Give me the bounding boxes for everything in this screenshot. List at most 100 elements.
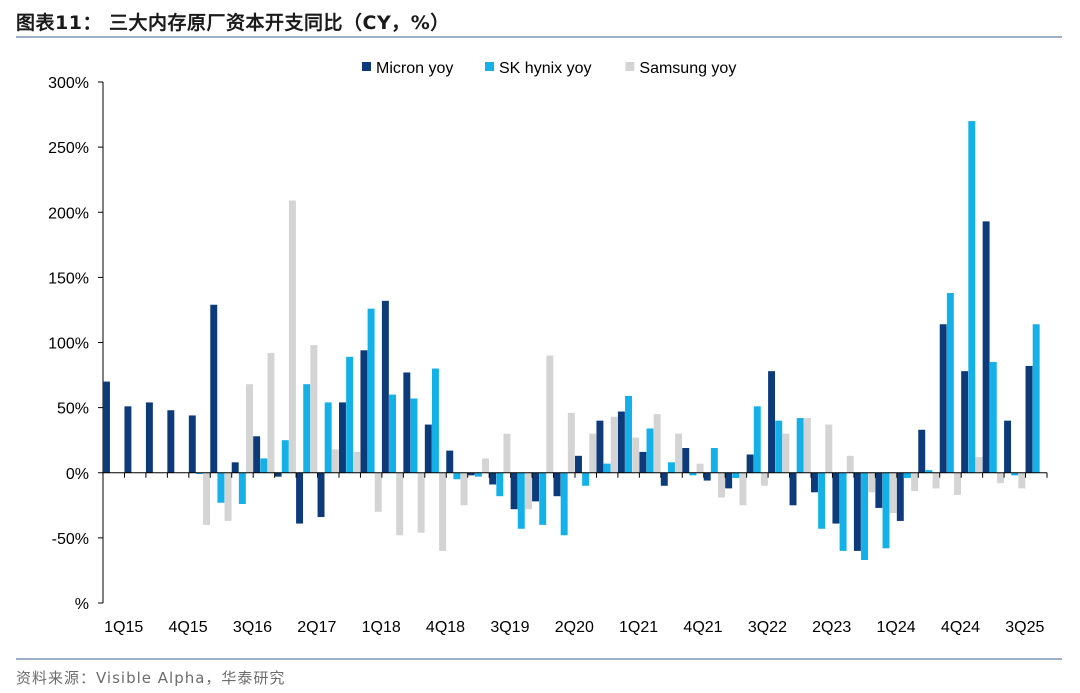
bar-micron-yoy — [682, 448, 690, 473]
bar-samsung-yoy — [653, 414, 661, 473]
figure-title: 图表11： 三大内存原厂资本开支同比（CY，%） — [16, 12, 450, 34]
bar-sk-hynix-yoy — [582, 472, 590, 486]
bar-sk-hynix-yoy — [453, 472, 461, 480]
bar-sk-hynix-yoy — [367, 308, 375, 473]
bar-samsung-yoy — [374, 472, 382, 512]
bar-samsung-yoy — [331, 449, 339, 473]
bar-micron-yoy — [381, 300, 389, 473]
bar-micron-yoy — [446, 450, 454, 473]
x-tick-label: 4Q24 — [941, 619, 980, 636]
bar-micron-yoy — [961, 371, 969, 473]
bar-sk-hynix-yoy — [946, 293, 954, 473]
bar-micron-yoy — [510, 472, 518, 510]
legend-label: Micron yoy — [376, 60, 453, 77]
bar-samsung-yoy — [310, 345, 318, 473]
bar-micron-yoy — [145, 402, 153, 473]
legend-swatch — [485, 62, 494, 71]
source-rule — [16, 658, 1062, 660]
bar-micron-yoy — [124, 406, 132, 473]
bar-sk-hynix-yoy — [560, 472, 568, 536]
bar-micron-yoy — [746, 454, 754, 473]
bar-sk-hynix-yoy — [195, 472, 203, 475]
x-tick-label: 1Q21 — [619, 619, 658, 636]
bar-samsung-yoy — [825, 424, 833, 473]
bar-sk-hynix-yoy — [1011, 472, 1019, 476]
bar-sk-hynix-yoy — [410, 398, 418, 473]
bar-micron-yoy — [553, 472, 561, 497]
title-rule — [16, 36, 1062, 38]
bar-samsung-yoy — [868, 472, 876, 493]
source-note: 资料来源：Visible Alpha，华泰研究 — [16, 669, 286, 687]
bar-micron-yoy — [639, 451, 647, 473]
bar-sk-hynix-yoy — [517, 472, 525, 529]
bar-micron-yoy — [596, 420, 604, 473]
y-tick-label: % — [75, 596, 89, 613]
bar-micron-yoy — [188, 415, 196, 473]
bar-micron-yoy — [296, 472, 304, 524]
bar-sk-hynix-yoy — [667, 462, 675, 473]
x-tick-label: 4Q15 — [169, 619, 208, 636]
bar-micron-yoy — [167, 410, 175, 473]
bar-micron-yoy — [360, 350, 368, 473]
bar-sk-hynix-yoy — [796, 418, 804, 473]
bar-samsung-yoy — [482, 458, 489, 473]
x-tick-label: 3Q22 — [748, 619, 787, 636]
bar-samsung-yoy — [353, 451, 361, 473]
x-tick-label: 3Q19 — [490, 619, 529, 636]
bar-sk-hynix-yoy — [1032, 324, 1040, 473]
bar-samsung-yoy — [782, 433, 790, 473]
legend-swatch — [625, 62, 635, 71]
y-tick-label: 300% — [48, 75, 89, 92]
bar-micron-yoy — [768, 371, 776, 473]
bar-micron-yoy — [467, 472, 475, 476]
bar-sk-hynix-yoy — [324, 402, 332, 473]
x-tick-label: 2Q17 — [297, 619, 336, 636]
bar-sk-hynix-yoy — [281, 440, 289, 473]
bar-samsung-yoy — [396, 472, 404, 536]
bar-samsung-yoy — [803, 418, 811, 473]
y-tick-label: 200% — [48, 205, 89, 222]
capex-yoy-chart: Micron yoy SK hynix yoy Samsung yoy % -50% 0… — [48, 60, 1048, 636]
x-axis: 1Q15 4Q15 3Q16 2Q17 1Q18 4Q18 3Q19 2Q20 1Q21 4Q21… — [102, 472, 1048, 636]
bar-micron-yoy — [660, 472, 668, 486]
bar-micron-yoy — [274, 472, 282, 477]
bar-samsung-yoy — [203, 472, 211, 525]
bar-micron-yoy — [875, 472, 883, 508]
bar-sk-hynix-yoy — [496, 472, 504, 497]
bar-samsung-yoy — [589, 433, 597, 473]
y-tick-label: 50% — [57, 401, 89, 418]
legend-swatch — [362, 62, 371, 71]
bar-samsung-yoy — [889, 472, 897, 514]
bar-sk-hynix-yoy — [689, 472, 697, 476]
legend: Micron yoy SK hynix yoy Samsung yoy — [362, 60, 736, 77]
bar-micron-yoy — [575, 455, 582, 473]
x-tick-label: 3Q16 — [233, 619, 272, 636]
bar-sk-hynix-yoy — [903, 472, 911, 478]
bar-sk-hynix-yoy — [646, 428, 654, 473]
bar-micron-yoy — [532, 472, 540, 502]
bar-sk-hynix-yoy — [882, 472, 890, 549]
bar-samsung-yoy — [675, 433, 683, 473]
y-axis: % -50% 0% 50% 100% 150% 200% 250% 300% — [48, 75, 104, 613]
bar-sk-hynix-yoy — [303, 384, 311, 473]
x-tick-label: 4Q18 — [426, 619, 465, 636]
bar-sk-hynix-yoy — [732, 472, 740, 478]
bar-sk-hynix-yoy — [389, 394, 397, 473]
bar-samsung-yoy — [760, 472, 768, 486]
bar-sk-hynix-yoy — [925, 470, 933, 473]
bar-sk-hynix-yoy — [839, 472, 847, 551]
bar-micron-yoy — [424, 424, 432, 473]
bar-samsung-yoy — [975, 457, 983, 473]
bar-micron-yoy — [703, 472, 711, 481]
bar-samsung-yoy — [503, 433, 511, 473]
bar-micron-yoy — [210, 304, 218, 473]
bar-samsung-yoy — [1018, 472, 1026, 489]
x-tick-label: 1Q18 — [362, 619, 401, 636]
bar-sk-hynix-yoy — [861, 472, 869, 561]
x-tick-label: 2Q23 — [812, 619, 851, 636]
bar-micron-yoy — [939, 324, 947, 473]
bar-micron-yoy — [918, 429, 926, 473]
bar-micron-yoy — [725, 472, 733, 489]
bar-samsung-yoy — [524, 472, 532, 510]
bar-samsung-yoy — [696, 463, 704, 473]
